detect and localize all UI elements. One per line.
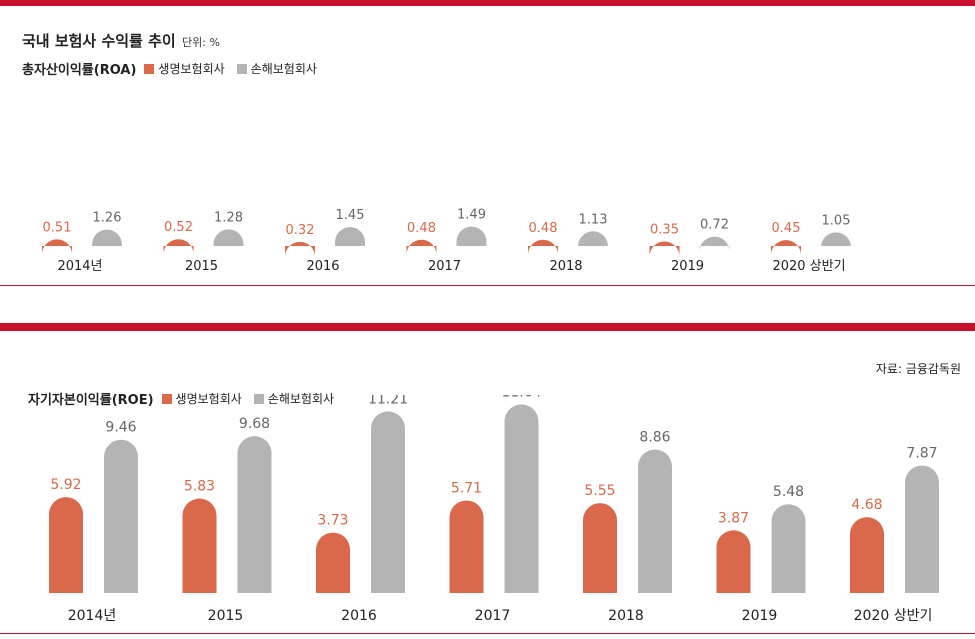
bar-life-6: [771, 240, 801, 256]
value-label-nonlife-3: 11.64: [501, 395, 541, 400]
legend-swatch-life: [161, 393, 172, 404]
legend-swatch-life: [144, 63, 155, 74]
bar-nonlife-0: [104, 439, 138, 593]
value-label-nonlife-6: 7.87: [906, 446, 937, 462]
value-label-life-1: 5.83: [184, 479, 215, 495]
bar-life-5: [716, 530, 751, 593]
category-label-1: 2015: [185, 259, 218, 274]
value-label-nonlife-5: 5.48: [773, 484, 804, 500]
legend-item-life: 생명보험회사: [161, 390, 242, 407]
roa-bottom-divider: [0, 285, 975, 286]
legend-swatch-nonlife: [253, 393, 264, 404]
bar-life-4: [528, 239, 558, 255]
bar-life-3: [449, 500, 484, 593]
roa-legend: 총자산이익률(ROA) 생명보험회사 손해보험회사: [22, 59, 329, 78]
value-label-life-4: 5.55: [584, 483, 615, 499]
value-label-life-1: 0.52: [164, 220, 193, 235]
category-label-2: 2016: [306, 259, 339, 274]
bar-life-4: [583, 503, 617, 593]
category-label-4: 2018: [608, 608, 644, 624]
section-divider-bar: [0, 323, 975, 331]
value-label-nonlife-1: 1.28: [214, 210, 243, 225]
roe-bottom-divider: [0, 633, 975, 634]
bar-life-0: [49, 497, 83, 593]
bar-nonlife-6: [821, 232, 851, 248]
category-label-5: 2019: [671, 259, 704, 274]
bar-nonlife-0: [92, 229, 122, 246]
value-label-nonlife-0: 9.46: [105, 420, 136, 436]
category-label-3: 2017: [475, 608, 511, 624]
roe-legend: 자기자본이익률(ROE) 생명보험회사 손해보험회사: [28, 389, 346, 408]
value-label-life-5: 3.87: [718, 510, 749, 526]
value-label-life-4: 0.48: [529, 221, 558, 236]
unit-label: 단위: %: [182, 36, 220, 49]
value-label-life-5: 0.35: [650, 222, 679, 237]
category-label-2: 2016: [341, 608, 377, 624]
bar-life-1: [182, 498, 217, 593]
value-label-life-2: 0.32: [286, 223, 315, 238]
value-label-nonlife-1: 9.68: [239, 416, 270, 432]
bar-nonlife-2: [371, 411, 405, 593]
value-label-nonlife-0: 1.26: [93, 211, 122, 226]
bar-nonlife-6: [905, 465, 939, 593]
bar-nonlife-5: [699, 236, 730, 252]
value-label-life-2: 3.73: [317, 513, 348, 529]
legend-swatch-nonlife: [236, 63, 247, 74]
value-label-nonlife-2: 11.21: [368, 395, 408, 407]
category-label-4: 2018: [549, 259, 582, 274]
legend-item-nonlife: 손해보험회사: [236, 60, 317, 77]
roa-chart: 0.51 1.26 2014년 0.52 1.28 2015 0.32 1.45 2016 0.4…: [42, 208, 851, 274]
bar-life-2: [285, 241, 315, 257]
bar-life-2: [316, 532, 350, 593]
value-label-life-6: 4.68: [851, 497, 882, 513]
value-label-life-3: 0.48: [407, 221, 436, 236]
bar-life-1: [163, 239, 194, 255]
roe-chart-title: 자기자본이익률(ROE): [28, 393, 154, 408]
roa-chart-title: 총자산이익률(ROA): [22, 63, 137, 78]
bar-nonlife-4: [578, 231, 608, 247]
bar-life-6: [850, 517, 884, 593]
value-label-life-0: 5.92: [50, 477, 81, 493]
category-label-6: 2020 상반기: [772, 259, 845, 274]
value-label-life-0: 0.51: [43, 220, 72, 235]
bar-nonlife-2: [335, 227, 365, 246]
bar-nonlife-5: [771, 504, 806, 593]
category-label-5: 2019: [742, 608, 778, 624]
chart-main-title: 국내 보험사 수익률 추이: [22, 32, 176, 50]
bar-life-5: [649, 241, 680, 257]
bar-life-3: [406, 239, 437, 255]
category-label-0: 2014년: [68, 608, 117, 624]
value-label-nonlife-2: 1.45: [336, 208, 365, 223]
bar-nonlife-3: [504, 404, 539, 593]
value-label-nonlife-3: 1.49: [457, 208, 486, 223]
category-label-6: 2020 상반기: [854, 608, 933, 624]
category-label-1: 2015: [208, 608, 244, 624]
bar-nonlife-1: [213, 229, 244, 246]
value-label-nonlife-5: 0.72: [700, 218, 729, 233]
category-label-3: 2017: [428, 259, 461, 274]
bar-nonlife-4: [638, 449, 672, 593]
legend-item-life: 생명보험회사: [144, 60, 225, 77]
legend-label-life: 생명보험회사: [175, 392, 242, 406]
source-note: 자료: 금융감독원: [875, 362, 961, 376]
value-label-life-3: 5.71: [451, 480, 482, 496]
bar-life-0: [42, 239, 72, 255]
category-label-0: 2014년: [57, 259, 102, 274]
legend-label-life: 생명보험회사: [158, 62, 225, 76]
value-label-nonlife-4: 8.86: [639, 429, 670, 445]
legend-item-nonlife: 손해보험회사: [253, 390, 335, 407]
bar-nonlife-1: [237, 436, 272, 593]
value-label-nonlife-4: 1.13: [579, 212, 608, 227]
roe-chart: 5.92 9.46 2014년 5.83 9.68 2015 3.73 11.21 2016 5.…: [49, 395, 939, 624]
legend-label-nonlife: 손해보험회사: [250, 62, 317, 76]
top-accent-bar: [0, 0, 975, 6]
value-label-life-6: 0.45: [772, 221, 801, 236]
bar-nonlife-3: [456, 226, 487, 246]
value-label-nonlife-6: 1.05: [822, 213, 851, 228]
legend-label-nonlife: 손해보험회사: [267, 392, 335, 406]
